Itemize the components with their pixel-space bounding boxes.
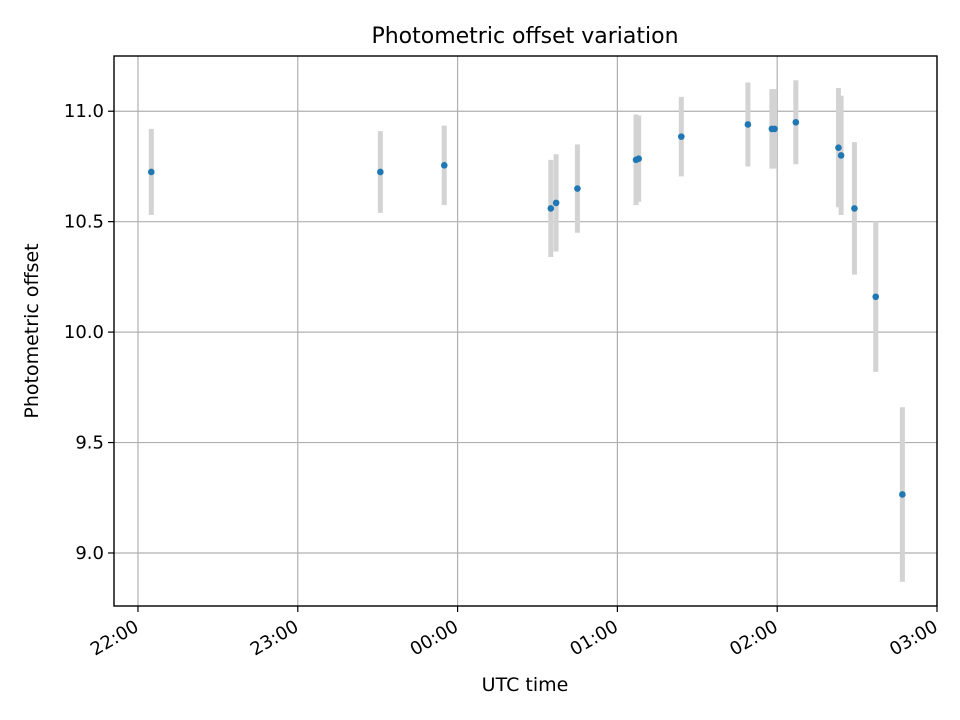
data-point [377, 168, 384, 176]
data-point [899, 491, 906, 498]
plot-frame [113, 55, 938, 607]
y-tick-label: 10.5 [64, 212, 104, 233]
x-tick-label: 03:00 [886, 616, 941, 660]
y-tick-label: 11.0 [64, 101, 104, 122]
data-point [147, 168, 155, 176]
data-point [851, 205, 858, 212]
data-point [440, 162, 448, 169]
x-tick-label: 01:00 [566, 616, 621, 660]
y-tick-label: 9.0 [75, 543, 104, 564]
y-tick-label: 10.0 [64, 322, 104, 343]
y-axis: 9.0 9.5 10.0 10.5 11.0 [64, 101, 114, 564]
data-point [678, 133, 685, 140]
data-point [574, 185, 581, 192]
x-axis: 22:00 23:00 00:00 01:00 02:00 03:00 [87, 606, 942, 660]
x-tick-label: 22:00 [87, 616, 142, 660]
chart-title: Photometric offset variation [371, 24, 678, 49]
data-point [635, 155, 642, 163]
data-points [147, 118, 906, 498]
data-point [771, 125, 778, 133]
x-tick-label: 02:00 [726, 616, 781, 660]
data-point [837, 152, 845, 159]
error-bars [148, 80, 905, 582]
x-tick-label: 23:00 [247, 616, 302, 660]
x-axis-label: UTC time [482, 674, 569, 696]
grid [114, 56, 938, 606]
data-point [547, 205, 555, 212]
y-axis-label: Photometric offset [21, 243, 43, 418]
data-point [552, 199, 560, 207]
data-point [792, 118, 800, 126]
data-point [835, 144, 842, 151]
data-point [872, 293, 880, 301]
y-tick-label: 9.5 [75, 433, 104, 454]
x-tick-label: 00:00 [407, 616, 462, 660]
data-point [744, 121, 752, 128]
